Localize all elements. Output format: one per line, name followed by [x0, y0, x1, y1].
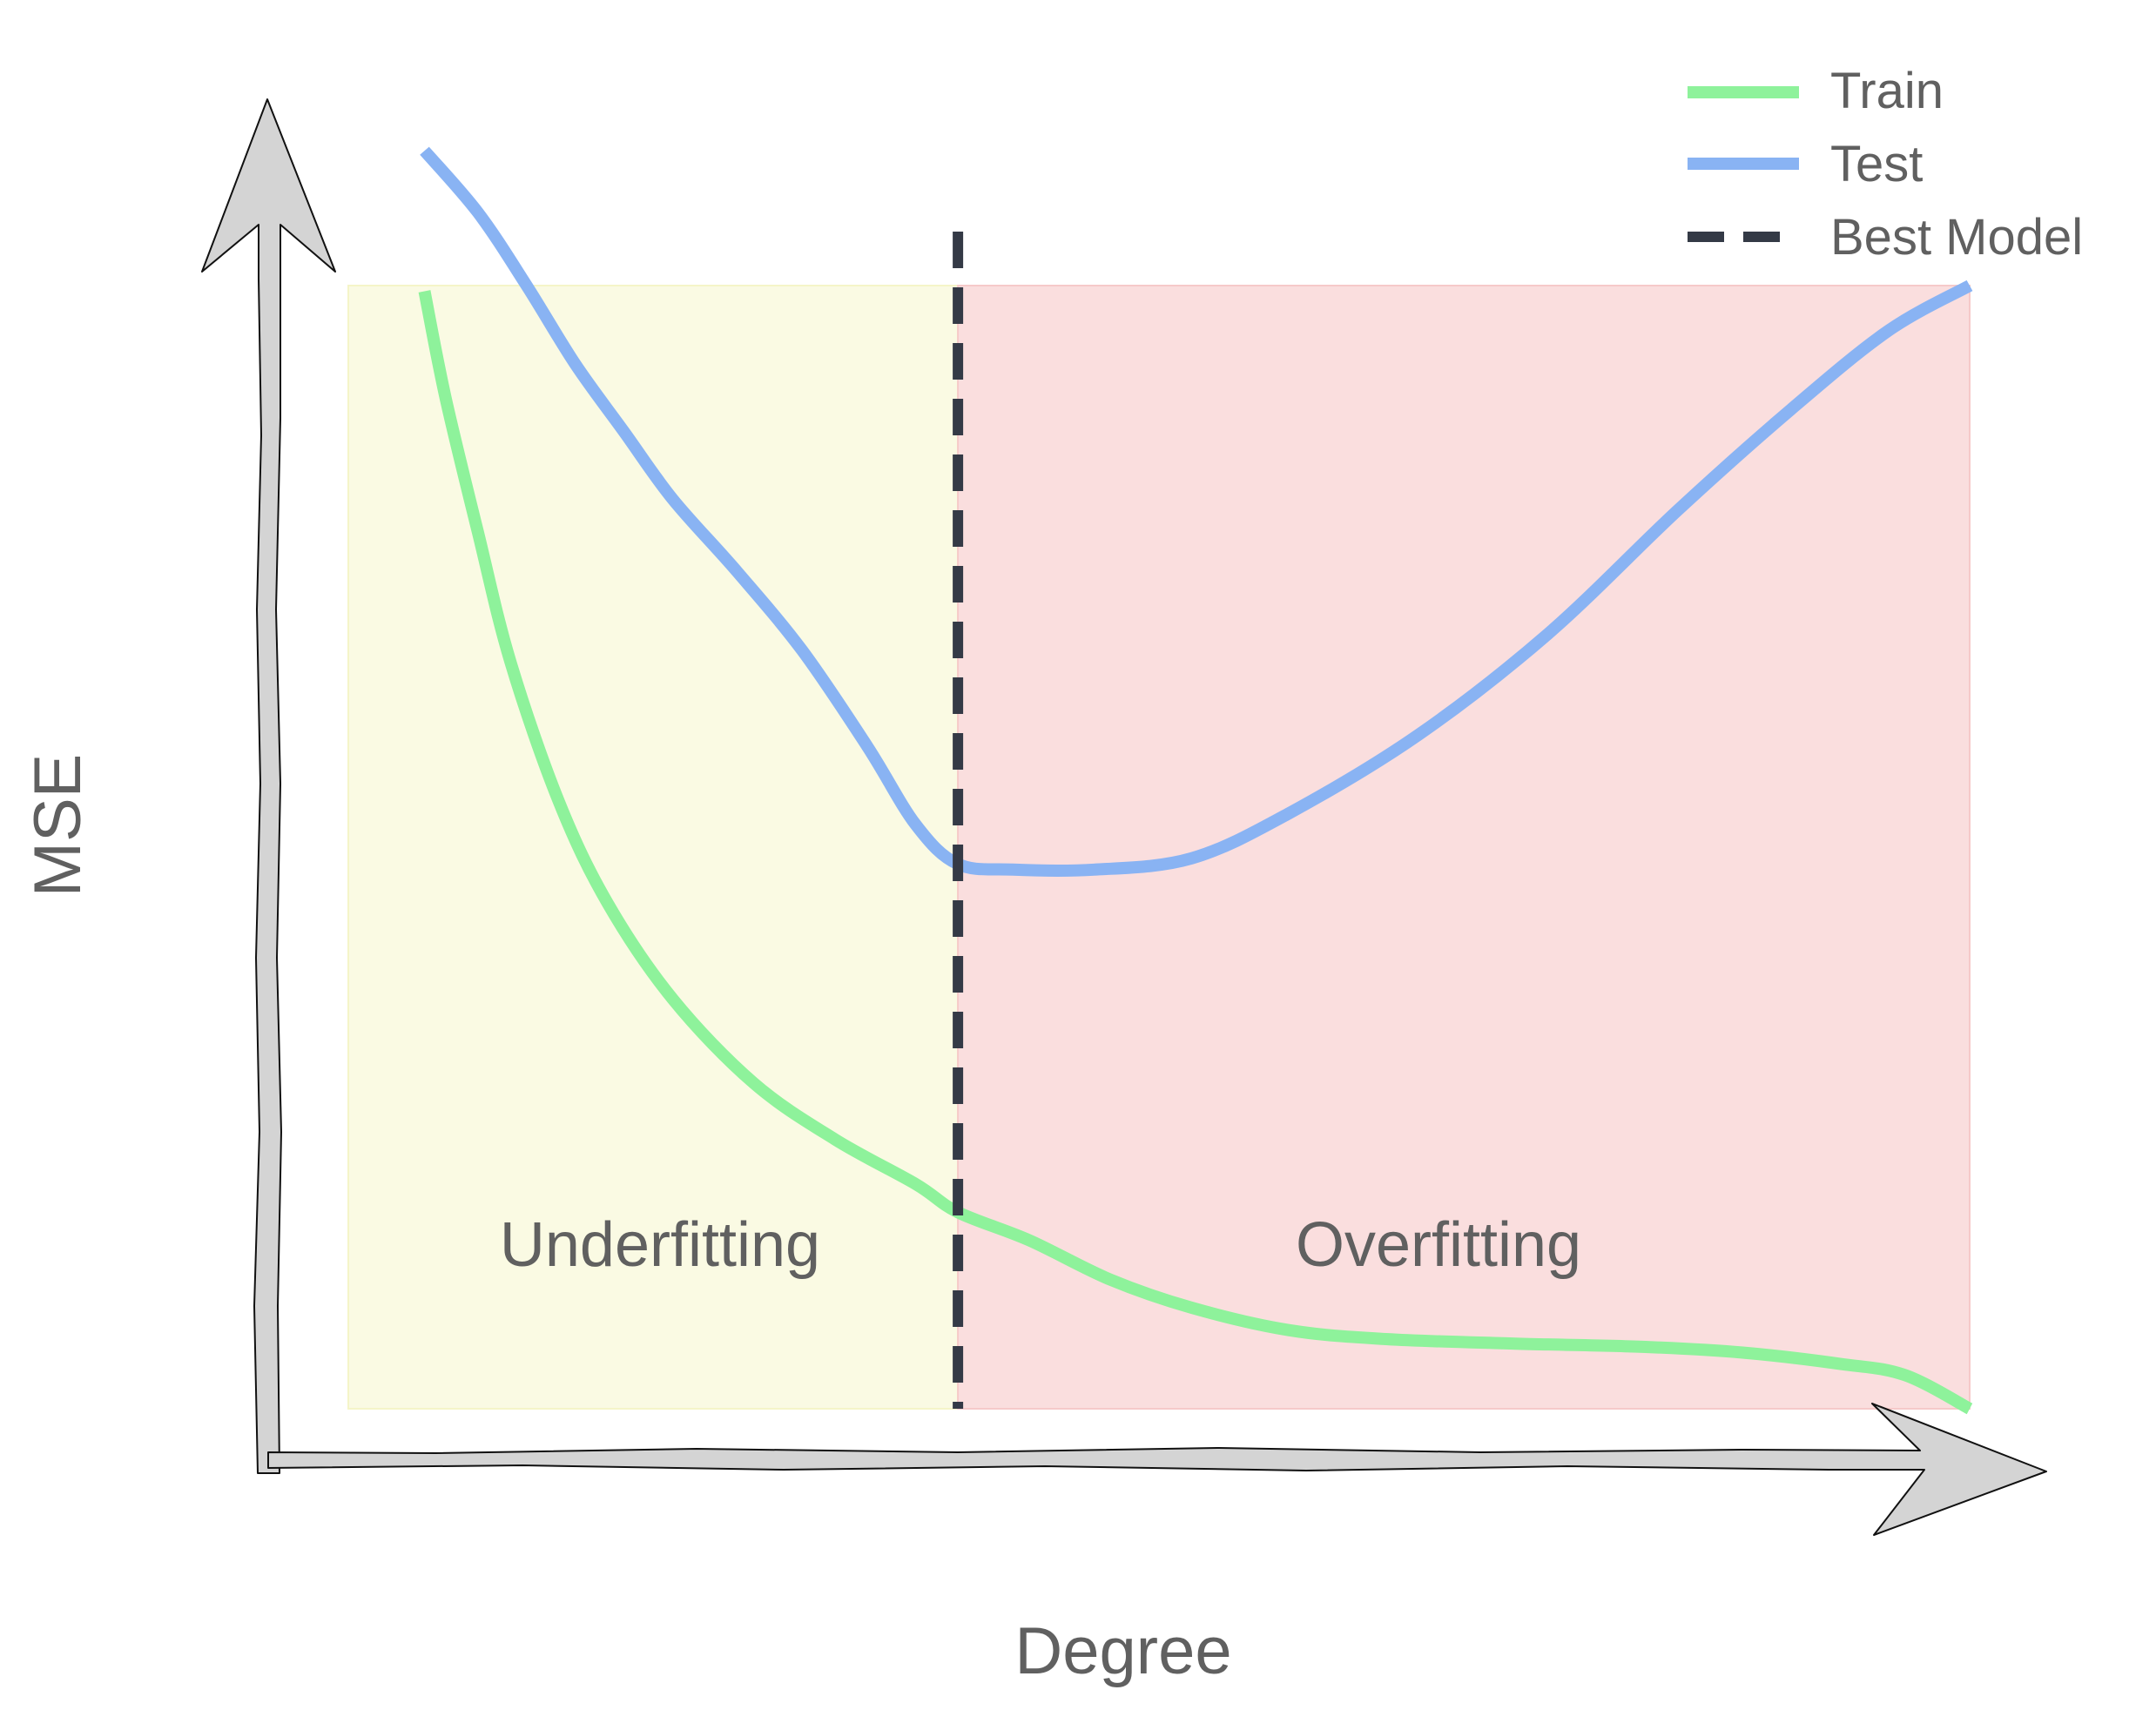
region-overfitting — [957, 285, 1971, 1410]
legend-label-best-model: Best Model — [1830, 209, 2083, 266]
y-axis-label: MSE — [21, 754, 95, 898]
underfitting-label: Underfitting — [500, 1210, 820, 1280]
y-axis-arrow — [201, 98, 336, 1474]
series-line-test — [420, 146, 1973, 878]
overfitting-label: Overfitting — [1296, 1210, 1581, 1280]
series-line-train — [418, 290, 1973, 1415]
legend: Train Test Best Model — [1688, 63, 2083, 266]
x-axis-arrow — [267, 1403, 2047, 1536]
x-axis-label: Degree — [1014, 1614, 1231, 1688]
series-layer — [418, 146, 1973, 1415]
legend-label-test: Test — [1830, 136, 1923, 192]
legend-label-train: Train — [1830, 63, 1944, 119]
